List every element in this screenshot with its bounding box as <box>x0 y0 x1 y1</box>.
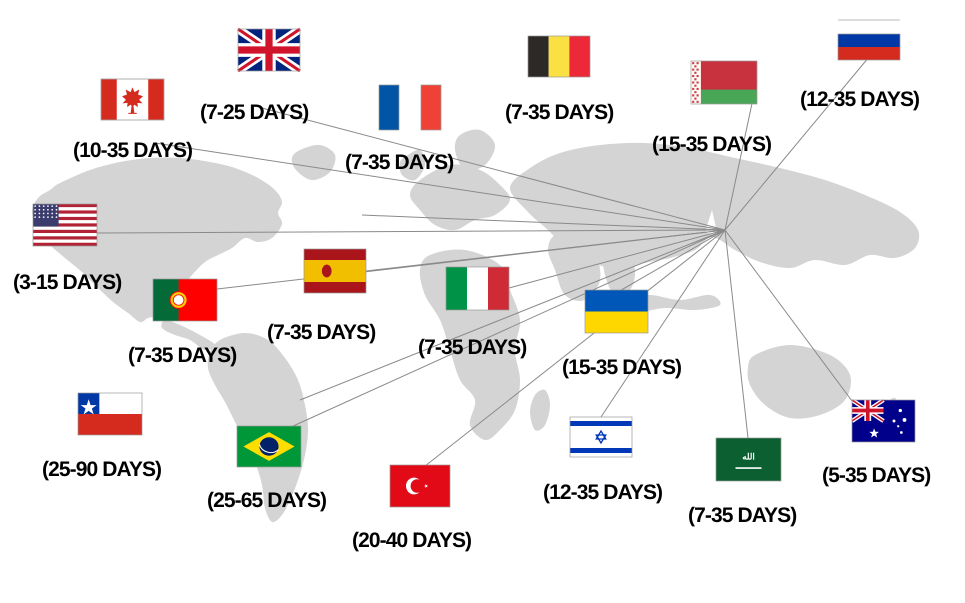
svg-text:الله: الله <box>742 452 755 462</box>
